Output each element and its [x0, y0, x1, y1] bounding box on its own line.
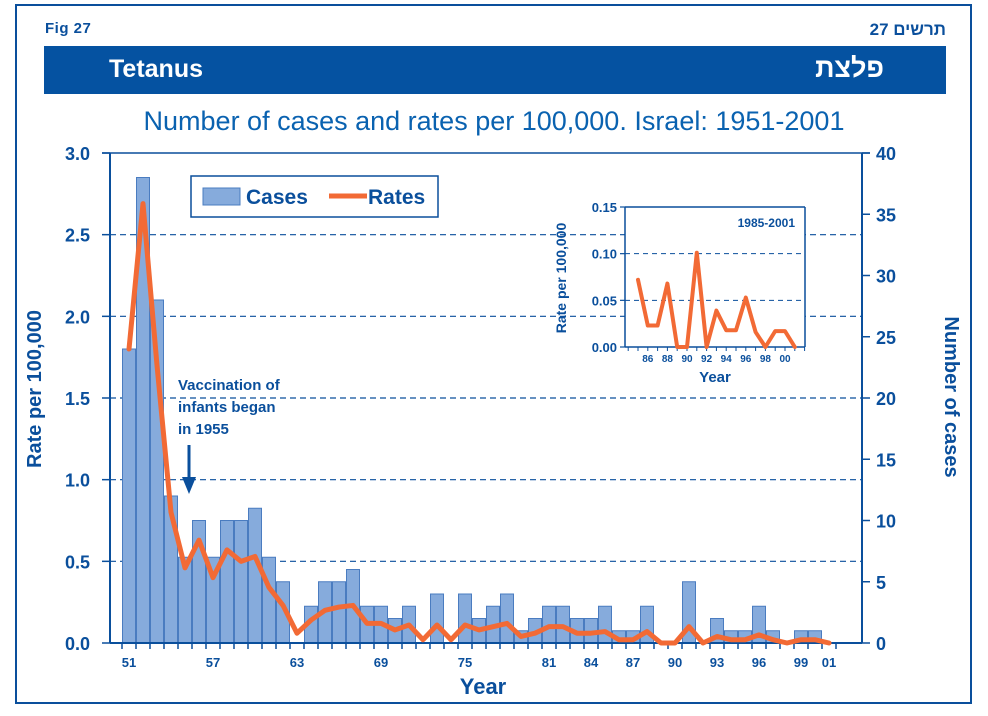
inset-x-ticks: 86 88 90 92 94 96 98 00	[627, 347, 806, 365]
inset-x-tick-label: 86	[642, 354, 654, 365]
inset-x-tick-label: 94	[721, 354, 733, 365]
inset-chart: 0.00 0.05 0.10 0.15 86 88 90 92 94 96 98 00 1985-2…	[553, 200, 806, 386]
bar-cases-1958	[220, 520, 234, 644]
right-tick-label: 20	[876, 389, 896, 409]
bar-cases-1975	[458, 593, 472, 644]
x-axis-title: Year	[460, 674, 507, 699]
bar-cases-1985	[598, 605, 612, 644]
x-tick-label: 01	[822, 655, 836, 670]
title-banner: Tetanus פלצת	[44, 46, 946, 94]
bar-cases-1961	[262, 556, 276, 644]
right-axis-ticks: 0 5 10 15 20 25 30 35 40	[862, 144, 896, 654]
x-axis-ticks: 51 57 63 69 75 81 84 87 90 93 96 99 01	[121, 643, 837, 670]
inset-gridlines	[625, 253, 805, 301]
annotation-line-1: Vaccination of	[178, 377, 281, 394]
x-tick-label: 93	[710, 655, 724, 670]
right-tick-label: 25	[876, 328, 896, 348]
legend-cases-label: Cases	[246, 186, 308, 209]
right-tick-label: 40	[876, 144, 896, 164]
left-tick-label: 1.5	[65, 389, 90, 409]
left-tick-label: 1.0	[65, 471, 90, 491]
inset-y-tick-label: 0.05	[592, 293, 617, 308]
inset-y-ticks: 0.00 0.05 0.10 0.15	[592, 200, 625, 355]
left-axis-ticks: 0.0 0.5 1.0 1.5 2.0 2.5 3.0	[65, 144, 110, 654]
inset-x-tick-label: 98	[760, 354, 772, 365]
legend-cases-swatch	[202, 187, 241, 206]
x-tick-label: 84	[584, 655, 599, 670]
inset-y-tick-label: 0.00	[592, 340, 617, 355]
right-axis-title: Number of cases	[940, 316, 962, 477]
bar-cases-1966	[332, 581, 346, 644]
inset-x-tick-label: 00	[779, 354, 791, 365]
right-tick-label: 30	[876, 267, 896, 287]
x-tick-label: 87	[626, 655, 640, 670]
left-axis-title: Rate per 100,000	[24, 310, 46, 468]
inset-y-tick-label: 0.15	[592, 200, 617, 215]
annotation-line-2: infants began	[178, 399, 276, 416]
x-tick-label: 81	[542, 655, 556, 670]
left-tick-label: 0.5	[65, 552, 90, 572]
legend-rates-label: Rates	[368, 186, 425, 209]
inset-rates-line-group	[636, 250, 797, 349]
x-tick-label: 99	[794, 655, 808, 670]
right-tick-label: 5	[876, 573, 886, 593]
title-en: Tetanus	[109, 55, 203, 83]
x-tick-label: 90	[668, 655, 682, 670]
vaccination-annotation: Vaccination of infants began in 1955	[178, 377, 281, 494]
x-tick-label: 96	[752, 655, 766, 670]
bar-cases-1973	[430, 593, 444, 644]
inset-x-tick-label: 88	[662, 354, 674, 365]
inset-x-tick-label: 96	[740, 354, 752, 365]
left-tick-label: 3.0	[65, 144, 90, 164]
bar-cases-1978	[500, 593, 514, 644]
x-tick-label: 75	[458, 655, 472, 670]
right-tick-label: 0	[876, 634, 886, 654]
bar-cases-1951	[122, 348, 136, 644]
x-tick-label: 63	[290, 655, 304, 670]
bar-cases-1959	[234, 520, 248, 644]
annotation-arrow-head-icon	[182, 477, 196, 494]
right-tick-label: 15	[876, 450, 896, 470]
x-tick-label: 51	[122, 655, 136, 670]
figure-number-he: תרשים 27	[869, 20, 946, 39]
x-tick-label: 57	[206, 655, 220, 670]
figure-frame	[15, 4, 972, 704]
bar-cases-1960	[248, 507, 262, 644]
inset-x-axis-title: Year	[699, 369, 731, 386]
x-tick-label: 69	[374, 655, 388, 670]
chart-title: Number of cases and rates per 100,000. I…	[143, 106, 845, 136]
rates-line-group	[126, 201, 832, 646]
left-tick-label: 0.0	[65, 634, 90, 654]
annotation-line-3: in 1955	[178, 421, 229, 438]
left-tick-label: 2.0	[65, 307, 90, 327]
inset-y-tick-label: 0.10	[592, 247, 617, 262]
right-tick-label: 10	[876, 512, 896, 532]
inset-x-tick-label: 90	[681, 354, 693, 365]
left-tick-label: 2.5	[65, 226, 90, 246]
figure-number-en: Fig 27	[45, 20, 92, 37]
inset-y-axis-title: Rate per 100,000	[553, 223, 569, 334]
legend: Cases Rates	[190, 175, 439, 218]
title-he: פלצת	[815, 53, 884, 83]
right-tick-label: 35	[876, 205, 896, 225]
inset-period-label: 1985-2001	[738, 216, 796, 230]
inset-x-tick-label: 92	[701, 354, 713, 365]
